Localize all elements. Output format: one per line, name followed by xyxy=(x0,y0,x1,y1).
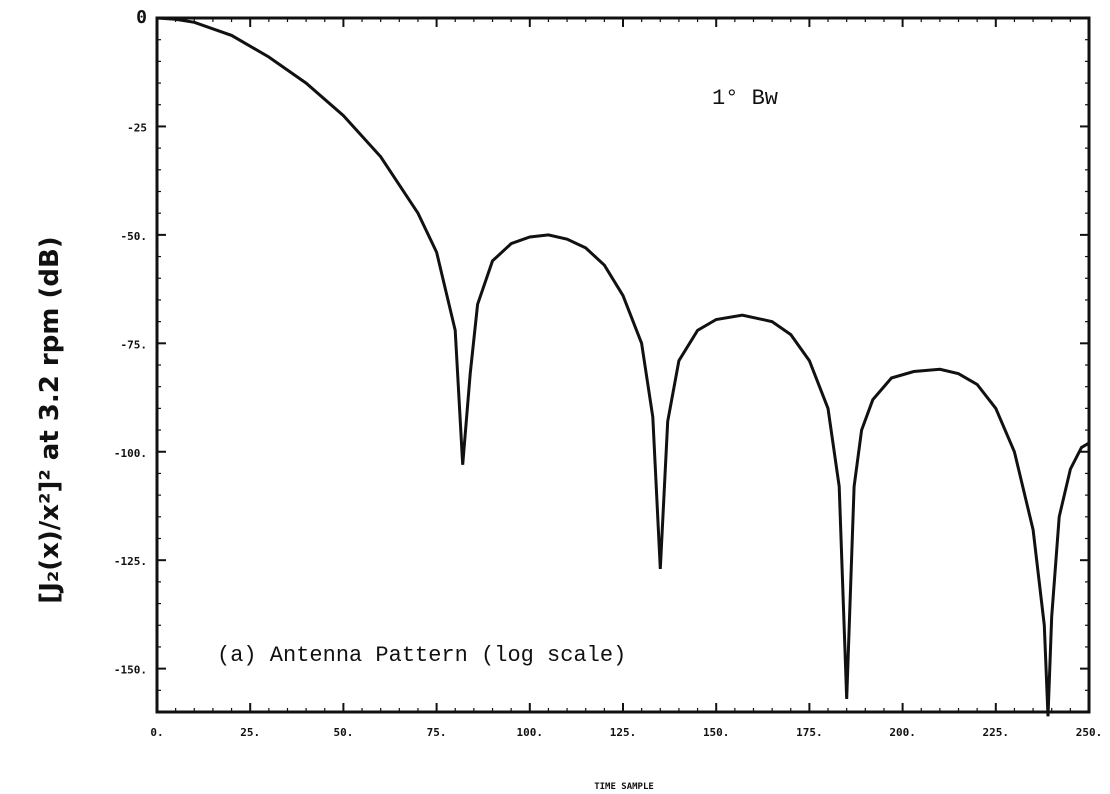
x-tick-label: 0. xyxy=(150,726,163,739)
y-tick-label: -50. xyxy=(121,230,148,243)
x-tick-label: 125. xyxy=(610,726,637,739)
x-tick-label: 25. xyxy=(240,726,260,739)
y-tick-label: -100. xyxy=(114,447,147,460)
y-tick-label: -25 xyxy=(127,121,147,134)
x-tick-label: 100. xyxy=(517,726,544,739)
y-axis-label: [J₂(x)/x²]² at 3.2 rpm (dB) xyxy=(35,236,65,603)
x-tick-label: 150. xyxy=(703,726,730,739)
plot-frame xyxy=(155,16,1091,714)
caption-annotation: (a) Antenna Pattern (log scale) xyxy=(217,643,626,668)
y-tick-label: -125. xyxy=(114,555,147,568)
x-tick-label: 75. xyxy=(427,726,447,739)
x-tick-label: 250. xyxy=(1076,726,1103,739)
x-tick-label: 175. xyxy=(796,726,823,739)
y-tick-label: -150. xyxy=(114,664,147,677)
series-line xyxy=(156,16,1090,717)
y-tick-label: 0 xyxy=(136,7,147,28)
x-tick-label: 225. xyxy=(983,726,1010,739)
x-axis-label: TIME SAMPLE xyxy=(594,782,654,792)
x-tick-label: 50. xyxy=(333,726,353,739)
beamwidth-annotation: 1° Bw xyxy=(712,86,778,111)
y-tick-label: -75. xyxy=(121,338,148,351)
x-tick-label: 200. xyxy=(889,726,916,739)
